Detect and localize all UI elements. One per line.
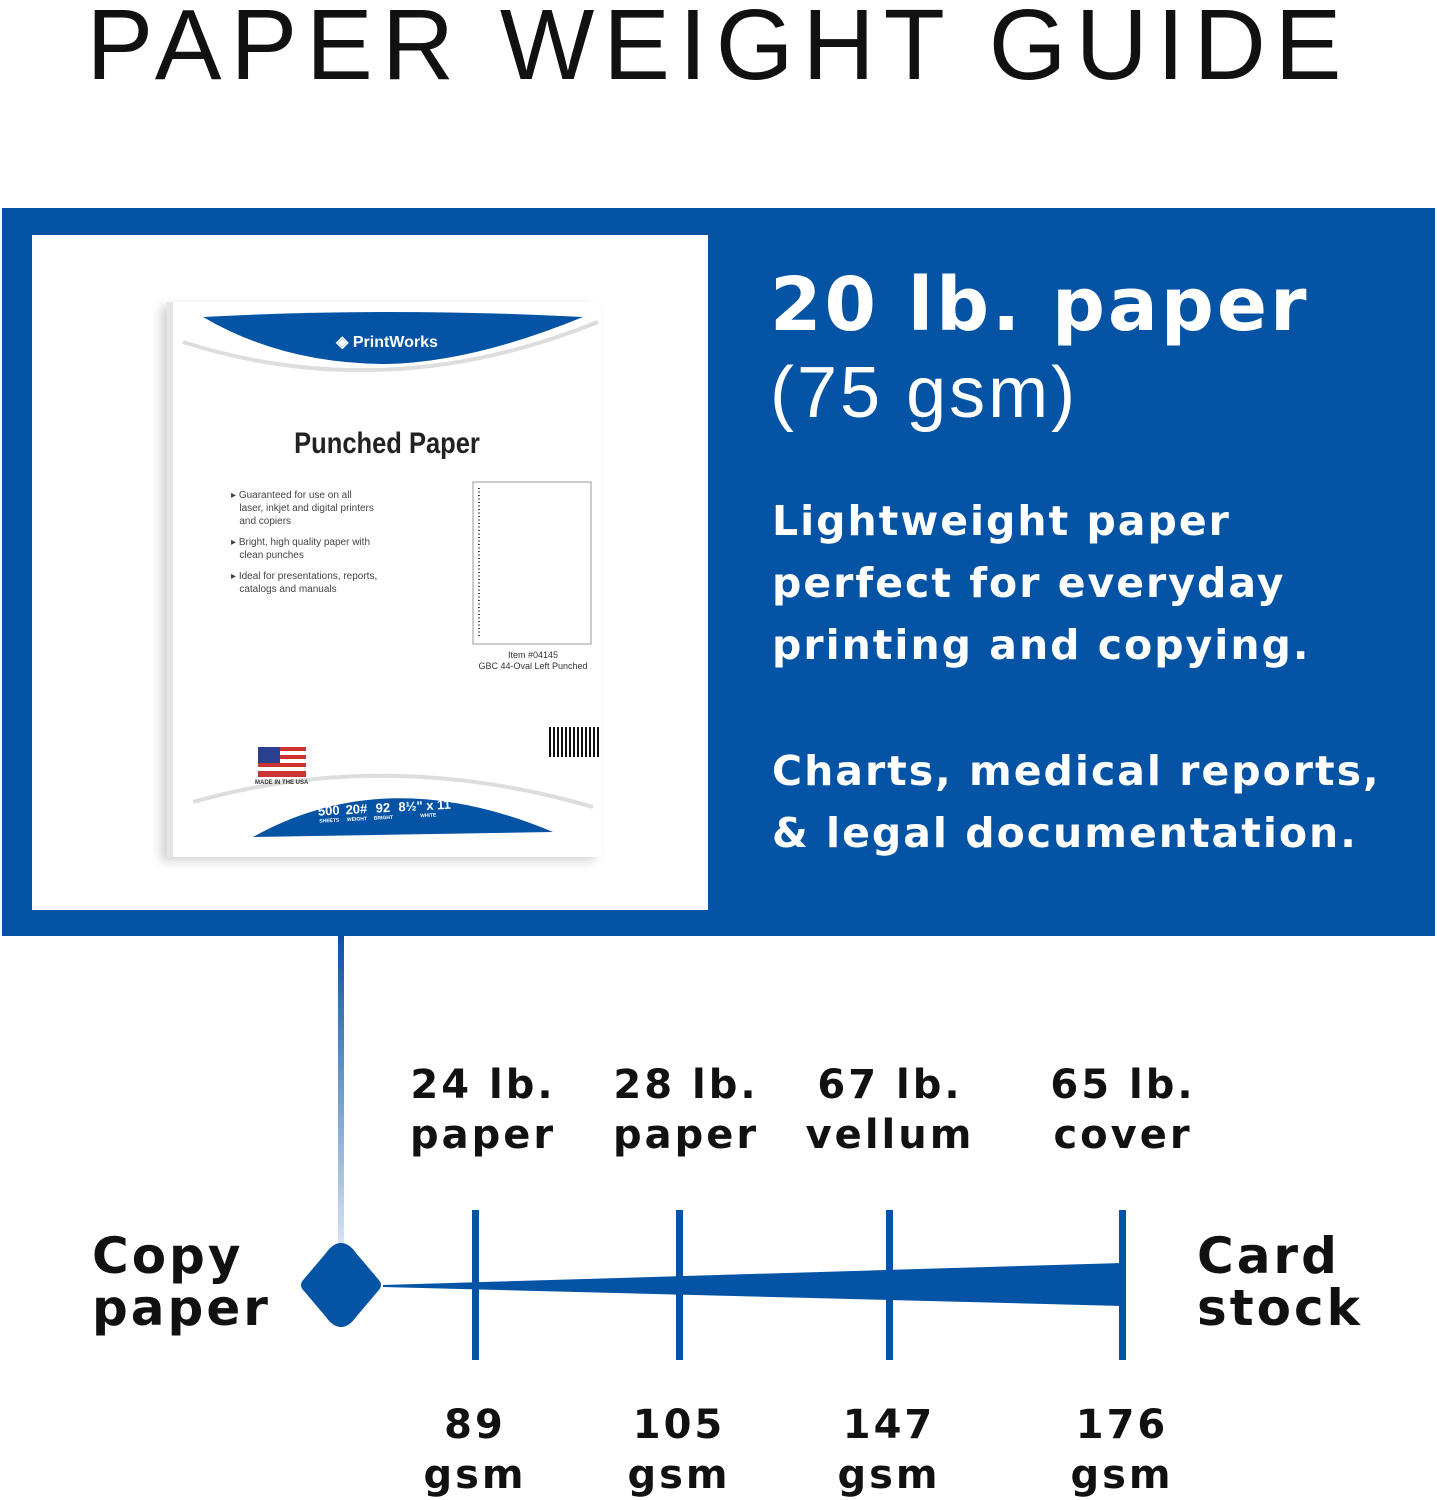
feature-subheading: (75 gsm)	[770, 353, 1079, 433]
paper-package: ◈ PrintWorks Punched Paper ▸ Guaranteed …	[167, 302, 601, 857]
mark-name: 67 lb. vellum	[805, 1062, 975, 1158]
feature-uses: Charts, medical reports, & legal documen…	[772, 747, 1381, 857]
mark-name: 24 lb. paper	[409, 1062, 557, 1158]
top-band	[203, 312, 583, 364]
spec-item: 500 SHEETS	[317, 802, 341, 825]
tick-24lb	[472, 1210, 479, 1360]
product-name: Punched Paper	[294, 427, 480, 460]
tick-28lb	[676, 1210, 683, 1360]
tick-67lb	[886, 1210, 893, 1360]
mark-gsm: 176 gsm	[1070, 1402, 1174, 1498]
barcode-lines	[549, 727, 601, 757]
brand-logo: ◈ PrintWorks	[336, 334, 438, 351]
weight-scale	[301, 935, 1126, 1360]
feature-description: Lightweight paper perfect for everyday p…	[772, 497, 1311, 669]
us-flag-icon	[258, 747, 306, 777]
bullet-item: ▸ Ideal for presentations, reports, cata…	[231, 571, 378, 595]
mark-gsm: 89 gsm	[423, 1402, 527, 1498]
spec-item: 8½" x 11" WHITE	[398, 796, 458, 820]
mark-name: 28 lb. paper	[612, 1062, 760, 1158]
made-in-usa: MADE IN THE USA	[255, 780, 309, 786]
item-info: Item #04145 GBC 44-Oval Left Punched	[478, 650, 588, 671]
mark-name: 65 lb. cover	[1050, 1062, 1196, 1158]
connector-line	[338, 935, 344, 1245]
feature-heading: 20 lb. paper	[770, 262, 1310, 348]
bullet-item: ▸ Guaranteed for use on all laser, inkje…	[231, 490, 374, 527]
copy-paper-marker	[301, 1243, 381, 1327]
spec-item: 92 BRIGHT	[373, 799, 394, 822]
bottom-band	[253, 798, 553, 837]
product-photo: ◈ PrintWorks Punched Paper ▸ Guaranteed …	[32, 235, 708, 910]
start-label: Copy paper	[92, 1227, 271, 1337]
mark-gsm: 147 gsm	[837, 1402, 941, 1498]
sheet-illustration	[472, 481, 592, 645]
bullet-item: ▸ Bright, high quality paper with clean …	[231, 537, 370, 561]
page-title: PAPER WEIGHT GUIDE	[86, 0, 1351, 101]
weight-wedge	[383, 1263, 1122, 1306]
mark-gsm: 105 gsm	[627, 1402, 731, 1498]
end-label: Card stock	[1197, 1227, 1363, 1337]
spec-item: 20# WEIGHT	[345, 801, 368, 824]
bullet-list: ▸ Guaranteed for use on all laser, inkje…	[231, 489, 377, 596]
tick-65lb	[1119, 1210, 1126, 1360]
